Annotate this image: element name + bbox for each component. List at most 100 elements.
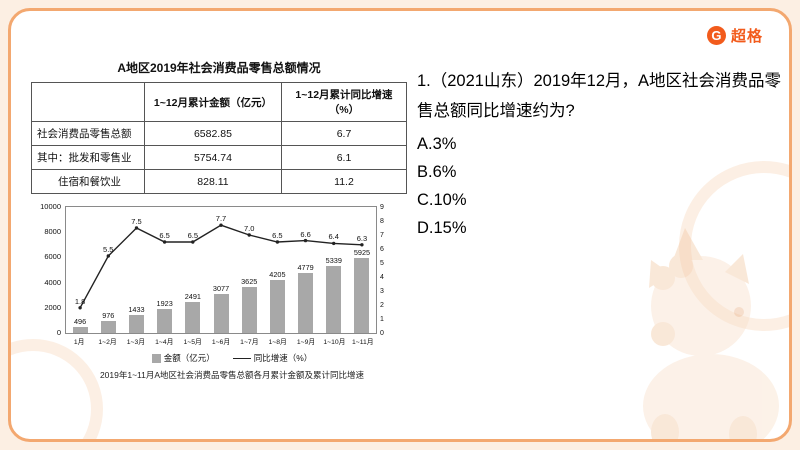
question-panel: 1.（2021山东）2019年12月，A地区社会消费品零售总额同比增速约为? A… <box>417 67 789 238</box>
table-cell: 5754.74 <box>143 145 282 170</box>
y-axis-tick-label: 4000 <box>44 277 61 287</box>
bar-value-label: 4779 <box>297 262 314 272</box>
bar-slot: 4779 <box>292 263 320 333</box>
chart-right-axis: 0 1 2 3 4 5 6 7 8 9 <box>377 204 393 337</box>
bar-value-label: 976 <box>102 310 115 320</box>
question-stem: 1.（2021山东）2019年12月，A地区社会消费品零售总额同比增速约为? <box>417 72 782 120</box>
bar-value-label: 4205 <box>269 270 286 280</box>
chart-caption: 2019年1~11月A地区社会消费品零售总额各月累计金额及累计同比增速 <box>99 370 365 380</box>
x-axis-label: 1~4月 <box>155 339 174 346</box>
brand-g-icon: G <box>706 26 726 45</box>
table-cell: 6582.85 <box>143 121 282 146</box>
table-cell: 11.2 <box>280 169 408 194</box>
option-a: A.3% <box>417 135 457 154</box>
bar-value-label: 3077 <box>212 284 230 294</box>
y-axis-tick-label: 2000 <box>44 302 61 312</box>
y-axis-tick-label: 6000 <box>44 252 61 262</box>
content-card: G 超格 A地区2019年社会消费品零售总额情况 1~12月累计金额（亿元） 1… <box>8 8 792 442</box>
bar-slot: 3625 <box>235 277 263 333</box>
secondary-y-axis-tick-label: 6 <box>380 246 384 253</box>
bar-value-label: 1923 <box>156 298 173 308</box>
x-axis-label: 1~8月 <box>268 339 287 346</box>
bar-legend-swatch-icon <box>151 353 161 363</box>
x-axis-label: 1~3月 <box>126 339 146 346</box>
left-panel: A地区2019年社会消费品零售总额情况 1~12月累计金额（亿元） 1~12月累… <box>31 59 408 381</box>
chart: 0 2000 4000 6000 8000 10000 496 976 1433 1923 249… <box>31 202 407 381</box>
legend-label: 金额（亿元） <box>163 353 215 363</box>
legend-item-growth: 同比增速（%） <box>232 352 313 364</box>
bar-slot: 5339 <box>320 256 348 333</box>
table-header-cell: 1~12月累计同比增速（%） <box>280 82 408 122</box>
secondary-y-axis-tick-label: 9 <box>380 204 384 211</box>
bar-slot: 1923 <box>151 299 179 333</box>
x-axis-label: 1~10月 <box>323 339 346 346</box>
chart-plot: 496 976 1433 1923 2491 3077 3625 4205 4779 5339 59… <box>65 206 377 334</box>
bar-slot: 2491 <box>179 292 207 333</box>
brand-name: 超格 <box>730 28 763 45</box>
bar-value-label: 5339 <box>325 255 342 265</box>
table-row: 住宿和餐饮业 828.11 11.2 <box>31 169 408 194</box>
data-table: 1~12月累计金额（亿元） 1~12月累计同比增速（%） 社会消费品零售总额 6… <box>31 82 408 194</box>
bar <box>326 265 342 333</box>
option-d: D.15% <box>417 219 467 238</box>
x-axis-label: 1~7月 <box>240 339 259 346</box>
unicorn-mascot-watermark <box>643 228 779 439</box>
bar <box>185 301 201 333</box>
option-b: B.6% <box>417 163 457 182</box>
bar-value-label: 2491 <box>184 291 201 301</box>
secondary-y-axis-tick-label: 4 <box>380 274 384 281</box>
table-cell: 6.7 <box>280 121 408 146</box>
x-axis-label: 1月 <box>73 339 85 346</box>
bar-slot: 976 <box>94 311 122 333</box>
bar <box>354 258 370 333</box>
chart-x-axis: 1月 1~2月 1~3月 1~4月 1~5月 1~6月 1~7月 1~8月 1~9月 1~10月 1… <box>65 334 377 346</box>
table-cell: 社会消费品零售总额 <box>31 121 145 146</box>
y-axis-tick-label: 0 <box>56 328 61 337</box>
brand-logo: G 超格 <box>706 25 763 46</box>
bar-value-label: 5925 <box>353 248 371 258</box>
bar <box>128 314 144 333</box>
table-cell: 6.1 <box>280 145 408 170</box>
table-row: 社会消费品零售总额 6582.85 6.7 <box>31 121 408 146</box>
secondary-y-axis-tick-label: 5 <box>380 260 384 267</box>
table-header-cell <box>31 82 145 122</box>
bar-value-label: 496 <box>74 316 87 326</box>
secondary-y-axis-tick-label: 2 <box>380 302 384 309</box>
chart-bars: 496 976 1433 1923 2491 3077 3625 4205 4779 5339 59… <box>66 207 376 333</box>
x-axis-label: 1~5月 <box>183 339 202 346</box>
bar-value-label: 3625 <box>241 277 258 287</box>
secondary-y-axis-tick-label: 0 <box>380 330 384 337</box>
bar <box>298 272 314 333</box>
chart-left-axis: 0 2000 4000 6000 8000 10000 <box>31 202 65 337</box>
x-axis-label: 1~9月 <box>296 339 316 346</box>
bar-slot: 3077 <box>207 284 235 333</box>
bar-slot: 4205 <box>263 270 291 333</box>
secondary-y-axis-tick-label: 7 <box>380 232 384 239</box>
bar <box>269 280 285 333</box>
bar <box>100 320 116 333</box>
bar-slot: 5925 <box>348 248 376 333</box>
secondary-y-axis-tick-label: 8 <box>380 218 384 225</box>
table-cell: 828.11 <box>143 169 282 194</box>
bar <box>157 308 173 333</box>
table-cell: 其中：批发和零售业 <box>31 145 145 170</box>
secondary-y-axis-tick-label: 3 <box>380 288 384 295</box>
x-axis-label: 1~2月 <box>98 339 117 346</box>
table-title: A地区2019年社会消费品零售总额情况 <box>117 61 321 75</box>
bar <box>241 287 257 333</box>
bar <box>213 294 229 333</box>
line-legend-swatch-icon <box>232 357 251 359</box>
table-header-row: 1~12月累计金额（亿元） 1~12月累计同比增速（%） <box>31 82 408 122</box>
y-axis-tick-label: 10000 <box>40 202 61 211</box>
x-axis-label: 1~6月 <box>211 339 231 346</box>
bar-slot: 1433 <box>122 305 150 333</box>
legend-label: 同比增速（%） <box>253 353 313 363</box>
option-c: C.10% <box>417 191 467 210</box>
chart-legend: 金额（亿元） 同比增速（%） <box>57 352 407 364</box>
table-header-cell: 1~12月累计金额（亿元） <box>143 82 282 122</box>
bar <box>72 326 88 333</box>
x-axis-label: 1~11月 <box>351 339 374 346</box>
table-cell: 住宿和餐饮业 <box>31 169 145 194</box>
table-row: 其中：批发和零售业 5754.74 6.1 <box>31 145 408 170</box>
bar-value-label: 1433 <box>128 304 145 314</box>
